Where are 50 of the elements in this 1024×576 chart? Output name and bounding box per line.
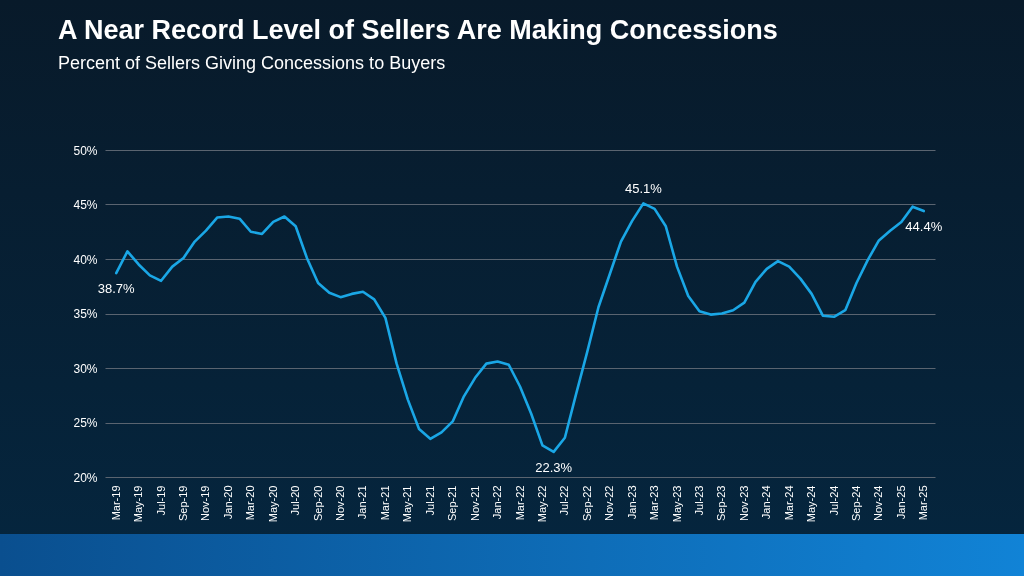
x-tick-label: Jul-20 — [289, 485, 302, 516]
x-tick-label: Nov-21 — [468, 485, 481, 521]
x-tick-label: Mar-19 — [109, 485, 122, 521]
x-tick-label: Sep-20 — [311, 485, 324, 521]
x-tick-label: Jan-24 — [760, 485, 773, 520]
x-tick-label: Jul-22 — [558, 485, 571, 516]
x-tick-label: Sep-23 — [715, 485, 728, 521]
x-tick-label: Mar-20 — [244, 485, 257, 521]
x-tick-label: May-19 — [132, 485, 145, 523]
x-tick-label: Nov-19 — [199, 485, 212, 521]
x-tick-label: Nov-24 — [872, 485, 885, 521]
x-tick-label: Sep-22 — [580, 485, 593, 521]
y-tick-label: 35% — [73, 307, 98, 321]
y-tick-label: 20% — [73, 470, 98, 485]
data-label: 22.3% — [535, 459, 573, 475]
x-tick-label: May-20 — [266, 485, 279, 523]
x-tick-label: Sep-19 — [177, 485, 190, 521]
x-tick-label: Nov-23 — [737, 485, 750, 521]
chart-title: A Near Record Level of Sellers Are Making Concessions — [57, 15, 778, 45]
x-tick-label: Jul-24 — [827, 485, 840, 516]
x-tick-label: May-21 — [401, 485, 414, 523]
x-tick-label: Jul-19 — [154, 485, 167, 516]
x-tick-label: Jan-21 — [356, 485, 369, 520]
x-tick-label: Jan-25 — [894, 485, 907, 520]
data-label: 44.4% — [905, 219, 943, 235]
x-tick-label: Nov-20 — [334, 485, 347, 521]
x-tick-label: May-22 — [535, 485, 548, 523]
x-tick-label: Mar-22 — [513, 485, 526, 521]
y-tick-label: 40% — [73, 252, 98, 267]
x-tick-label: Nov-22 — [603, 485, 616, 521]
x-tick-label: Jan-22 — [491, 485, 504, 520]
y-tick-label: 30% — [73, 361, 98, 376]
x-tick-label: Mar-24 — [782, 485, 795, 521]
y-tick-label: 45% — [73, 198, 98, 212]
x-tick-label: Mar-21 — [378, 485, 391, 521]
x-tick-label: Mar-23 — [648, 485, 661, 521]
data-label: 45.1% — [624, 181, 663, 197]
x-tick-label: Jan-20 — [221, 485, 234, 520]
y-tick-label: 25% — [73, 416, 98, 430]
x-tick-label: Mar-25 — [917, 485, 930, 521]
y-tick-label: 50% — [73, 143, 98, 158]
x-tick-label: Jul-23 — [692, 485, 705, 516]
x-tick-label: May-24 — [805, 485, 818, 523]
x-tick-label: Sep-24 — [849, 485, 862, 521]
x-tick-label: Jul-21 — [423, 485, 436, 516]
data-label: 38.7% — [97, 281, 136, 297]
chart-subtitle: Percent of Sellers Giving Concessions to Buyers — [57, 53, 446, 73]
x-tick-label: Jan-23 — [625, 485, 638, 520]
x-tick-label: May-23 — [670, 485, 683, 523]
x-tick-label: Sep-21 — [446, 485, 459, 521]
